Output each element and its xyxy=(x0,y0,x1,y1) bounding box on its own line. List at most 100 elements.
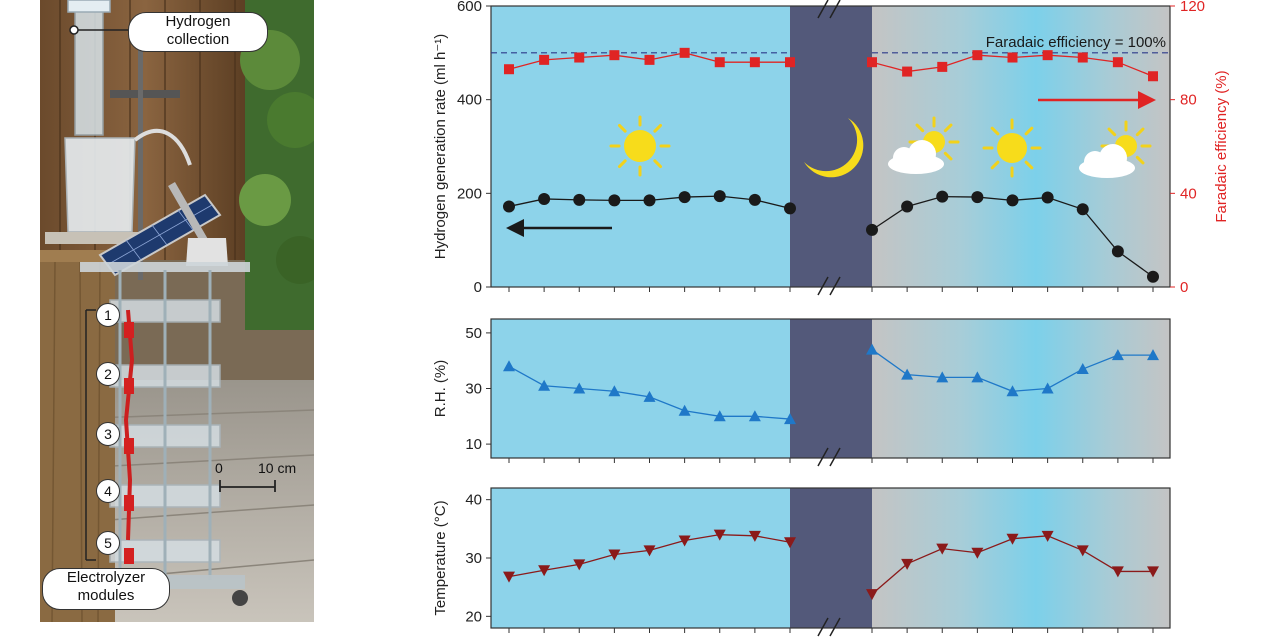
y-axis-label: Hydrogen generation rate (ml h⁻¹) xyxy=(432,34,449,260)
temperature-point xyxy=(784,537,796,549)
moon-icon xyxy=(804,118,864,178)
humidity-point xyxy=(748,410,761,422)
y-tick-label: 50 xyxy=(465,325,482,342)
hydrogen-rate-point xyxy=(971,191,984,204)
temperature-night-background xyxy=(790,488,872,628)
y2-tick-label: 0 xyxy=(1180,279,1188,296)
temperature-point xyxy=(866,589,878,601)
partly-cloudy-icon xyxy=(1079,144,1135,178)
temperature-point xyxy=(1076,545,1089,557)
sun-icon xyxy=(609,115,671,177)
temperature-point xyxy=(936,543,949,555)
temperature-day2-background xyxy=(872,488,1170,628)
callout-line: Hydrogen xyxy=(165,13,231,30)
hydrogen-rate-point xyxy=(643,194,656,207)
axis-break-mark xyxy=(817,617,829,637)
humidity-point xyxy=(538,379,551,391)
hydrogen-efficiency-point xyxy=(867,57,877,68)
callout-line: Electrolyzer xyxy=(66,569,146,586)
axis-break-mark xyxy=(817,0,829,19)
humidity-night-background xyxy=(790,319,872,458)
partly-cloudy-icon xyxy=(888,140,944,174)
humidity-point xyxy=(573,382,586,394)
sun-disc xyxy=(624,130,656,162)
humidity-point xyxy=(608,385,621,397)
humidity-point xyxy=(784,413,796,425)
hydrogen-rate-point xyxy=(866,223,878,236)
humidity-point xyxy=(901,368,914,380)
humidity-point xyxy=(1076,363,1089,375)
hydrogen-efficiency-point xyxy=(1148,71,1158,82)
hydrogen-efficiency-point xyxy=(972,50,983,61)
sun-ray xyxy=(617,159,627,169)
hydrogen-rate-point xyxy=(678,191,691,204)
hydrogen-efficiency-point xyxy=(785,57,795,68)
hydrogen-collection-callout: Hydrogen collection xyxy=(128,12,268,52)
axis-break-mark xyxy=(829,276,841,296)
callout-line: collection xyxy=(166,31,230,48)
callout-line: modules xyxy=(77,587,135,604)
sun-ray xyxy=(617,123,627,133)
hydrogen-efficiency-point xyxy=(1112,57,1123,68)
hydrogen-rate-point xyxy=(1111,245,1124,258)
hydrogen-efficiency-point xyxy=(714,57,725,68)
temperature-point xyxy=(748,530,761,542)
sun-ray xyxy=(1107,127,1117,137)
y-tick-label: 30 xyxy=(465,550,482,567)
axis-break-mark xyxy=(817,276,829,296)
hydrogen-rate-point xyxy=(1006,194,1019,207)
sun-ray xyxy=(943,123,953,133)
temperature-point xyxy=(713,529,726,541)
y-tick-label: 10 xyxy=(465,436,482,453)
humidity-point xyxy=(643,390,656,402)
temperature-point xyxy=(1041,530,1054,542)
hydrogen-efficiency-point xyxy=(1007,52,1018,63)
scale-bar-start-label: 0 xyxy=(215,460,223,476)
humidity-point xyxy=(503,360,515,372)
sun-ray xyxy=(1135,127,1145,137)
humidity-point xyxy=(866,343,878,355)
module-number-5: 5 xyxy=(96,531,120,555)
y-axis-label: Temperature (°C) xyxy=(432,500,449,615)
humidity-point xyxy=(936,371,949,383)
hydrogen-rate-point xyxy=(1076,203,1089,216)
hydrogen-efficiency-point xyxy=(749,57,760,68)
hydrogen-rate-point xyxy=(784,202,796,215)
module-number-1: 1 xyxy=(96,303,120,327)
hydrogen-rate-point xyxy=(503,200,515,213)
hydrogen-efficiency-point xyxy=(679,47,690,58)
hydrogen-rate-point xyxy=(748,193,761,206)
module-number-2: 2 xyxy=(96,362,120,386)
left-axis-arrowhead xyxy=(506,219,524,237)
hydrogen-rate-point xyxy=(713,190,726,203)
temperature-point xyxy=(573,559,586,571)
hydrogen-efficiency-point xyxy=(574,52,585,63)
temperature-point xyxy=(643,545,656,557)
hydrogen-rate-point xyxy=(1041,191,1054,204)
humidity-point xyxy=(678,404,691,416)
y2-tick-label: 80 xyxy=(1180,92,1197,109)
temperature-day1-background xyxy=(491,488,790,628)
axis-break-mark xyxy=(829,0,841,19)
cloud-part xyxy=(908,140,936,168)
humidity-point xyxy=(971,371,984,383)
electrolyzer-modules-callout: Electrolyzer modules xyxy=(42,568,170,610)
humidity-point xyxy=(1006,385,1019,397)
humidity-point xyxy=(1147,349,1159,361)
hydrogen-efficiency-point xyxy=(539,54,550,65)
temperature-point xyxy=(901,558,914,570)
sun-ray xyxy=(990,126,1000,136)
module-number-4: 4 xyxy=(96,479,120,503)
y-axis-label: R.H. (%) xyxy=(432,360,449,418)
hydrogen-rate-point xyxy=(608,194,621,207)
hydrogen-efficiency-point xyxy=(504,64,514,75)
hydrogen-rate-point xyxy=(538,192,551,205)
humidity-point xyxy=(1111,349,1124,361)
hydrogen-rate-point xyxy=(936,190,949,203)
y-tick-label: 0 xyxy=(474,279,482,296)
sun-ray xyxy=(1024,160,1034,170)
y-tick-label: 40 xyxy=(465,492,482,509)
cloud-part xyxy=(1099,144,1127,172)
temperature-point xyxy=(1111,566,1124,578)
